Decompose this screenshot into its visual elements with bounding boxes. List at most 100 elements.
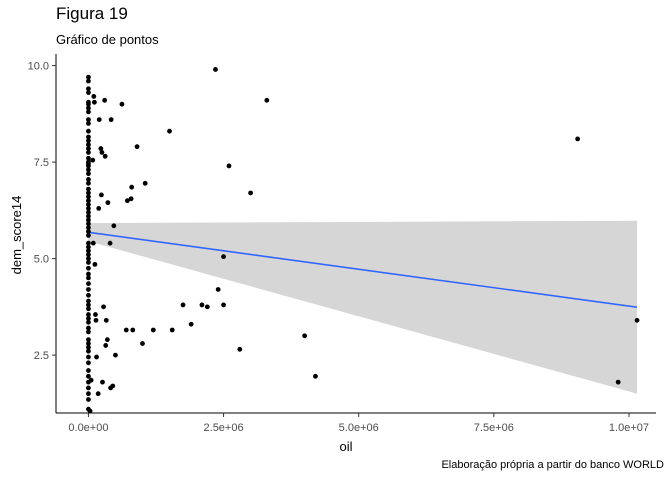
data-point xyxy=(86,155,91,161)
data-point xyxy=(86,105,91,111)
data-point xyxy=(86,121,91,126)
data-point xyxy=(264,97,270,103)
axes-layer xyxy=(55,54,656,414)
data-point xyxy=(86,213,91,219)
data-point xyxy=(86,360,91,366)
data-point xyxy=(86,206,91,211)
data-point xyxy=(86,225,91,231)
data-point xyxy=(90,157,96,163)
data-point xyxy=(188,321,194,327)
data-point xyxy=(575,136,581,142)
data-point xyxy=(86,74,91,80)
data-point xyxy=(86,177,91,182)
data-point xyxy=(226,163,232,169)
data-point xyxy=(93,312,98,317)
data-point xyxy=(100,379,105,385)
data-point xyxy=(204,304,210,310)
data-point xyxy=(99,192,104,198)
data-point xyxy=(86,265,91,271)
regression-line-layer xyxy=(88,231,638,309)
data-point xyxy=(86,354,91,360)
data-point xyxy=(86,341,91,346)
data-point xyxy=(99,150,105,155)
data-point xyxy=(119,101,125,107)
data-point xyxy=(86,287,91,292)
data-point xyxy=(91,94,97,99)
data-point xyxy=(142,180,148,186)
data-point xyxy=(86,252,91,258)
data-point xyxy=(86,397,91,402)
data-point xyxy=(94,354,99,360)
x-tick-label: 0.0e+00 xyxy=(68,422,108,434)
regression-line xyxy=(88,231,638,309)
data-point xyxy=(86,312,91,317)
data-point xyxy=(104,337,110,343)
data-point xyxy=(86,229,91,234)
data-point xyxy=(86,90,91,96)
data-point xyxy=(86,256,91,261)
data-point xyxy=(86,190,91,196)
data-point xyxy=(103,317,109,323)
data-point xyxy=(123,327,129,333)
data-point xyxy=(86,319,91,325)
data-point xyxy=(86,373,91,379)
data-point xyxy=(91,99,97,105)
data-point xyxy=(86,248,91,254)
x-tick-label: 1.0e+07 xyxy=(609,422,649,434)
data-point xyxy=(221,254,226,260)
data-point xyxy=(86,217,91,223)
data-point xyxy=(86,163,91,169)
chart-title: Figura 19 xyxy=(56,4,128,23)
data-point xyxy=(107,240,113,246)
data-point xyxy=(215,287,221,292)
data-point xyxy=(167,128,172,134)
data-point xyxy=(86,221,91,227)
data-point xyxy=(95,391,101,397)
data-point xyxy=(180,302,186,308)
data-point xyxy=(86,186,91,192)
data-point xyxy=(86,302,91,308)
confidence-band xyxy=(88,220,638,394)
chart-subtitle: Gráfico de pontos xyxy=(56,32,159,47)
data-point xyxy=(86,325,91,331)
data-point xyxy=(128,196,134,202)
data-point xyxy=(169,327,175,333)
data-point xyxy=(86,240,91,246)
data-point xyxy=(93,317,99,323)
y-tick-label: 5.0 xyxy=(34,254,49,266)
data-point xyxy=(98,146,104,151)
data-point xyxy=(124,198,130,204)
data-point xyxy=(86,244,91,250)
data-point xyxy=(86,171,91,177)
data-point xyxy=(86,138,91,144)
data-point xyxy=(86,316,91,321)
data-points-layer xyxy=(86,67,640,414)
data-point xyxy=(86,306,91,312)
x-tick-label: 5.0e+06 xyxy=(339,422,379,434)
data-point xyxy=(86,180,91,186)
data-point xyxy=(108,117,114,123)
x-tick-label: 7.5e+06 xyxy=(474,422,514,434)
data-point xyxy=(86,298,91,304)
data-point xyxy=(111,223,117,229)
data-point xyxy=(86,109,91,115)
data-point xyxy=(86,368,91,373)
data-point xyxy=(130,327,136,333)
data-point xyxy=(248,190,253,196)
y-tick-label: 10.0 xyxy=(28,61,49,73)
data-point xyxy=(86,271,91,277)
data-point xyxy=(96,117,102,123)
data-point xyxy=(86,134,91,140)
data-point xyxy=(96,206,102,211)
data-point xyxy=(86,292,91,298)
data-point xyxy=(129,184,135,190)
data-point xyxy=(86,78,91,84)
data-point xyxy=(86,209,91,215)
data-point xyxy=(92,261,98,267)
data-point xyxy=(86,233,91,238)
data-point xyxy=(86,281,91,287)
data-point xyxy=(634,317,640,323)
data-point xyxy=(86,344,91,350)
data-point xyxy=(313,373,318,379)
